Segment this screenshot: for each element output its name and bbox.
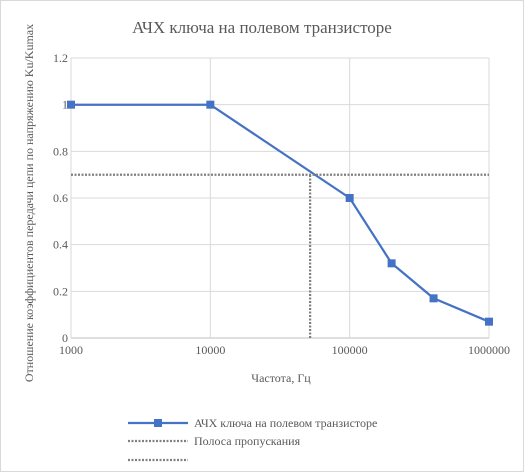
legend-label-1: Полоса пропускания bbox=[194, 434, 301, 448]
legend-marker bbox=[154, 419, 162, 427]
x-tick-label: 1000 bbox=[59, 343, 83, 357]
data-point-marker bbox=[485, 317, 493, 326]
gridlines bbox=[70, 57, 490, 339]
legend-label-0: АЧХ ключа на полевом транзисторе bbox=[194, 416, 377, 430]
y-tick-label: 0.8 bbox=[53, 144, 68, 158]
x-tick-label: 1000000 bbox=[468, 343, 510, 357]
data-point-marker bbox=[429, 294, 438, 303]
chart-title: АЧХ ключа на полевом транзисторе bbox=[132, 18, 392, 37]
series-line-0 bbox=[71, 103, 490, 323]
y-tick-label: 1.2 bbox=[53, 51, 68, 65]
x-axis-title: Частота, Гц bbox=[251, 371, 311, 385]
y-tick-label: 0.2 bbox=[53, 284, 68, 298]
legend: АЧХ ключа на полевом транзисторе Полоса п… bbox=[128, 416, 377, 462]
y-tick-label: 1 bbox=[62, 98, 68, 112]
plot-series bbox=[67, 100, 493, 338]
data-point-marker bbox=[345, 194, 354, 202]
y-axis-title: Отношение коэффициентов передачи цепи по… bbox=[22, 24, 36, 382]
data-point-marker bbox=[206, 100, 215, 109]
y-tick-labels: 0 0.2 0.4 0.6 0.8 1 1.2 bbox=[53, 51, 68, 345]
y-tick-label: 0.4 bbox=[53, 238, 68, 252]
x-tick-label: 100000 bbox=[332, 343, 368, 357]
data-point-marker bbox=[67, 100, 75, 109]
x-tick-label: 10000 bbox=[195, 343, 225, 357]
y-tick-label: 0 bbox=[62, 331, 68, 345]
data-point-marker bbox=[387, 259, 396, 268]
y-tick-label: 0.6 bbox=[53, 191, 68, 205]
x-tick-labels: 1000 10000 100000 1000000 bbox=[59, 343, 510, 357]
